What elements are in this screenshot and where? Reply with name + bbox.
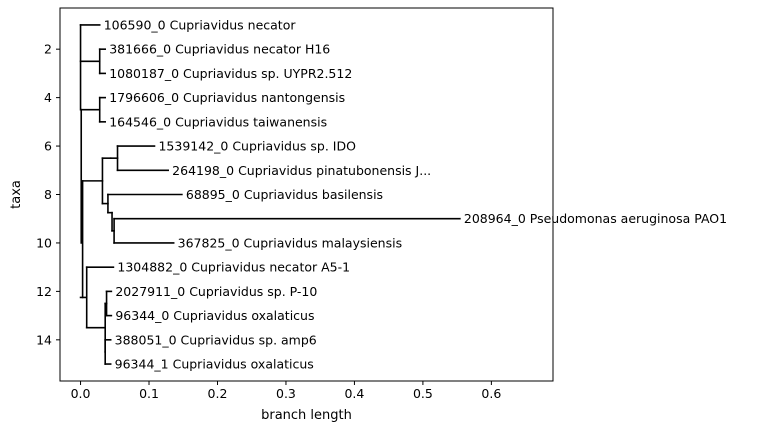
leaf-label: 68895_0 Cupriavidus basilensis [186, 187, 383, 202]
tree-branches [79, 24, 461, 365]
leaf-labels: 106590_0 Cupriavidus necator 381666_0 Cup… [104, 17, 727, 371]
x-tick-label: 0.3 [276, 386, 296, 401]
y-axis: 2 4 6 8 10 12 14 [36, 42, 60, 347]
leaf-label: 1539142_0 Cupriavidus sp. IDO [158, 139, 356, 154]
x-tick-label: 0.6 [481, 386, 501, 401]
x-tick-label: 0.5 [413, 386, 433, 401]
leaf-label: 96344_1 Cupriavidus oxalaticus [115, 357, 314, 372]
y-tick-label: 10 [36, 235, 52, 250]
leaf-label: 106590_0 Cupriavidus necator [104, 17, 297, 32]
y-tick-label: 2 [44, 42, 52, 57]
leaf-label: 388051_0 Cupriavidus sp. amp6 [115, 332, 317, 347]
x-tick-label: 0.2 [208, 386, 228, 401]
y-axis-label: taxa [9, 180, 24, 209]
x-tick-label: 0.4 [344, 386, 364, 401]
x-tick-label: 0.0 [71, 386, 91, 401]
x-tick-label: 0.1 [139, 386, 159, 401]
y-tick-label: 12 [36, 284, 52, 299]
leaf-label: 164546_0 Cupriavidus taiwanensis [109, 114, 327, 129]
leaf-label: 2027911_0 Cupriavidus sp. P-10 [115, 284, 317, 299]
y-tick-label: 8 [44, 187, 52, 202]
leaf-label: 96344_0 Cupriavidus oxalaticus [115, 308, 314, 323]
y-tick-label: 4 [44, 90, 52, 105]
y-tick-label: 14 [36, 332, 52, 347]
leaf-label: 208964_0 Pseudomonas aeruginosa PAO1 [464, 211, 727, 226]
x-axis: 0.0 0.1 0.2 0.3 0.4 0.5 0.6 [71, 381, 501, 401]
leaf-label: 264198_0 Cupriavidus pinatubonensis J... [172, 163, 431, 178]
leaf-label: 1304882_0 Cupriavidus necator A5-1 [117, 260, 350, 275]
leaf-label: 1796606_0 Cupriavidus nantongensis [109, 90, 345, 105]
x-axis-label: branch length [261, 408, 352, 423]
y-tick-label: 6 [44, 139, 52, 154]
leaf-label: 381666_0 Cupriavidus necator H16 [109, 42, 330, 57]
leaf-label: 367825_0 Cupriavidus malaysiensis [178, 235, 402, 250]
leaf-label: 1080187_0 Cupriavidus sp. UYPR2.512 [109, 66, 352, 81]
